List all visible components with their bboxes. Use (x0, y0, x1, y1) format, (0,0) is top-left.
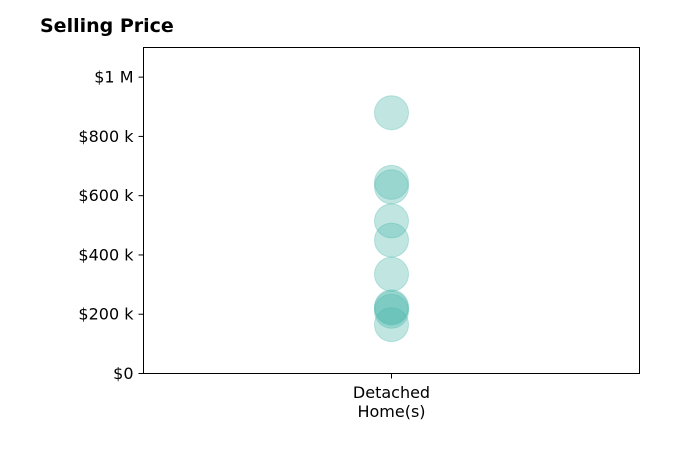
y-tick-label: $1 M (94, 68, 133, 87)
plot-layer (374, 95, 409, 343)
scatter-point (374, 290, 409, 326)
y-tick-label: $800 k (78, 127, 134, 146)
scatter-point (374, 293, 409, 329)
chart-title: Selling Price (40, 15, 174, 37)
x-tick-label: Home(s) (357, 402, 425, 421)
scatter-point (374, 222, 409, 258)
scatter-point (374, 164, 409, 200)
axis-layer: $0 $200 k $400 k $600 k $800 k $1 M DetachedHo… (78, 68, 430, 421)
scatter-point (374, 169, 409, 205)
x-tick-label: Detached (353, 383, 430, 402)
scatter-point (374, 256, 409, 292)
scatter-point (374, 203, 409, 239)
scatter-point (374, 95, 409, 131)
y-tick-label: $0 (113, 364, 133, 383)
y-tick-label: $600 k (78, 186, 134, 205)
y-tick-label: $200 k (78, 305, 134, 324)
scatter-point (374, 307, 409, 343)
scatter-point (374, 289, 409, 325)
y-tick-label: $400 k (78, 245, 134, 264)
